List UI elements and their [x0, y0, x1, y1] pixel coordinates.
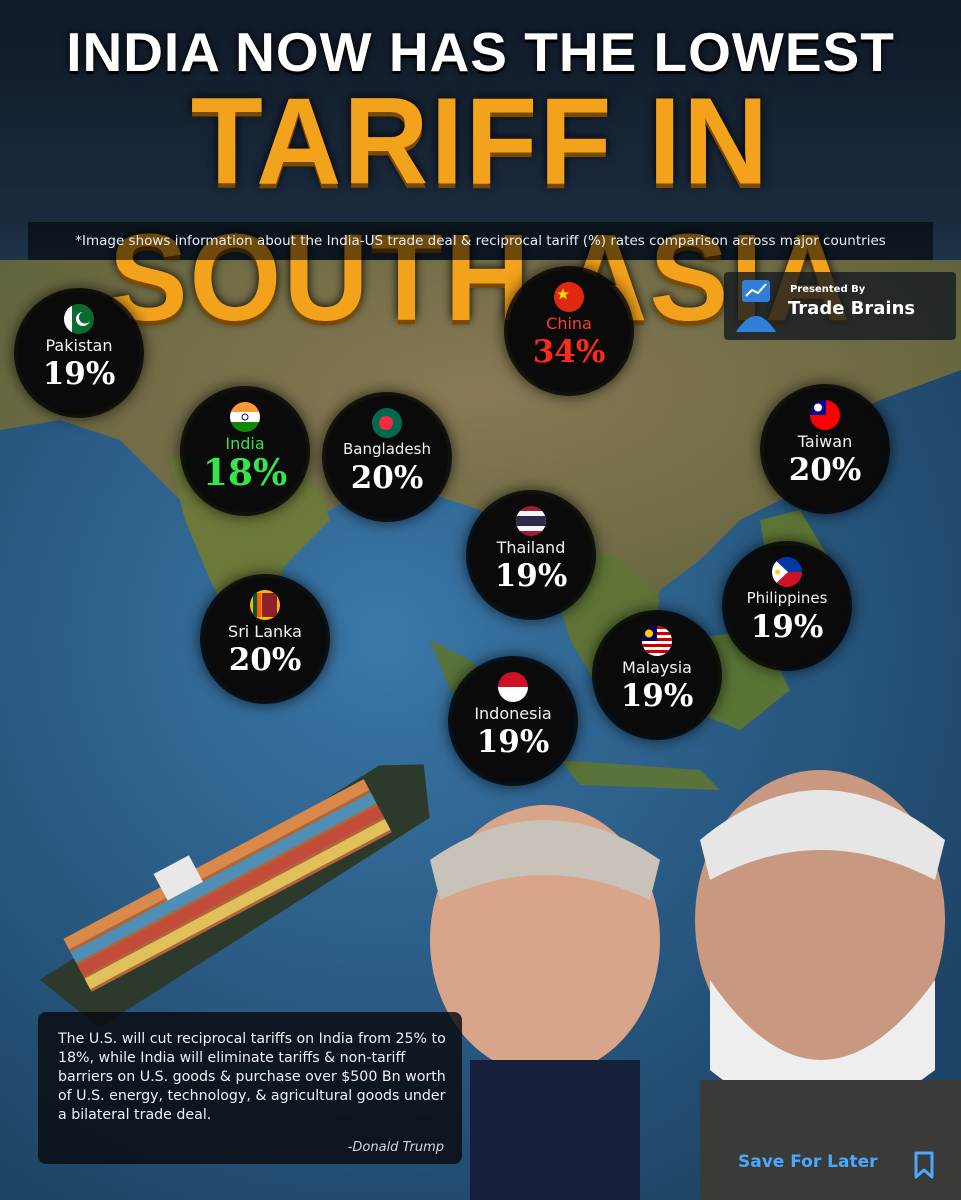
brand-badge[interactable]: Presented By Trade Brains — [724, 272, 956, 340]
indonesia-flag-icon — [498, 672, 528, 702]
tariff-value: 20% — [788, 452, 862, 488]
leaders-photo-illustration — [430, 770, 961, 1200]
pakistan-flag-icon — [64, 304, 94, 334]
tariff-value: 19% — [476, 724, 550, 760]
china-flag-icon — [554, 282, 584, 312]
country-bubble-taiwan: Taiwan 20% — [764, 388, 886, 510]
tariff-value: 19% — [42, 356, 116, 392]
sri-lanka-flag-icon — [250, 590, 280, 620]
tariff-value: 34% — [532, 334, 606, 370]
country-name: Pakistan — [45, 336, 113, 355]
quote-author: -Donald Trump — [347, 1140, 444, 1155]
country-name: India — [225, 434, 265, 453]
philippines-flag-icon — [772, 557, 802, 587]
country-bubble-indonesia: Indonesia 19% — [452, 660, 574, 782]
country-name: Philippines — [746, 589, 828, 607]
country-bubble-bangladesh: Bangladesh 20% — [326, 396, 448, 518]
country-bubble-china: China 34% — [508, 270, 630, 392]
quote-text: The U.S. will cut reciprocal tariffs on … — [58, 1031, 446, 1123]
tariff-value: 20% — [350, 460, 424, 496]
country-bubble-sri-lanka: Sri Lanka 20% — [204, 578, 326, 700]
mainland-asia — [0, 260, 961, 690]
country-name: Sri Lanka — [228, 622, 302, 641]
country-bubble-malaysia: Malaysia 19% — [596, 614, 718, 736]
bookmark-icon[interactable] — [912, 1150, 936, 1180]
taiwan-flag-icon — [810, 400, 840, 430]
quote-box: The U.S. will cut reciprocal tariffs on … — [38, 1012, 462, 1164]
java — [560, 760, 720, 790]
country-bubble-pakistan: Pakistan 19% — [18, 292, 140, 414]
cargo-ship-illustration — [39, 764, 430, 1028]
tariff-value: 19% — [620, 678, 694, 714]
tariff-value: 19% — [750, 609, 824, 645]
country-bubble-thailand: Thailand 19% — [470, 494, 592, 616]
country-name: Taiwan — [797, 432, 853, 451]
india-flag-icon — [230, 402, 260, 432]
tariff-value: 20% — [228, 642, 302, 678]
country-bubble-philippines: Philippines 19% — [726, 545, 848, 667]
trade-brains-logo-icon — [736, 280, 776, 332]
tariff-value: 19% — [494, 558, 568, 594]
headline-line-1: INDIA NOW HAS THE LOWEST — [66, 21, 895, 83]
brand-name: Trade Brains — [788, 298, 916, 319]
country-name: Thailand — [496, 538, 566, 557]
presented-by-label: Presented By — [790, 284, 866, 295]
thailand-flag-icon — [516, 506, 546, 536]
bangladesh-flag-icon — [372, 408, 402, 438]
save-for-later-button[interactable]: Save For Later — [738, 1152, 878, 1172]
disclaimer-note: *Image shows information about the India… — [28, 222, 933, 260]
country-name: Malaysia — [622, 658, 692, 677]
country-name: Indonesia — [474, 704, 552, 723]
country-bubble-india: India 18% — [184, 390, 306, 512]
country-name: China — [546, 314, 592, 333]
malaysia-flag-icon — [642, 626, 672, 656]
tariff-value: 18% — [202, 452, 288, 494]
country-name: Bangladesh — [343, 440, 431, 458]
